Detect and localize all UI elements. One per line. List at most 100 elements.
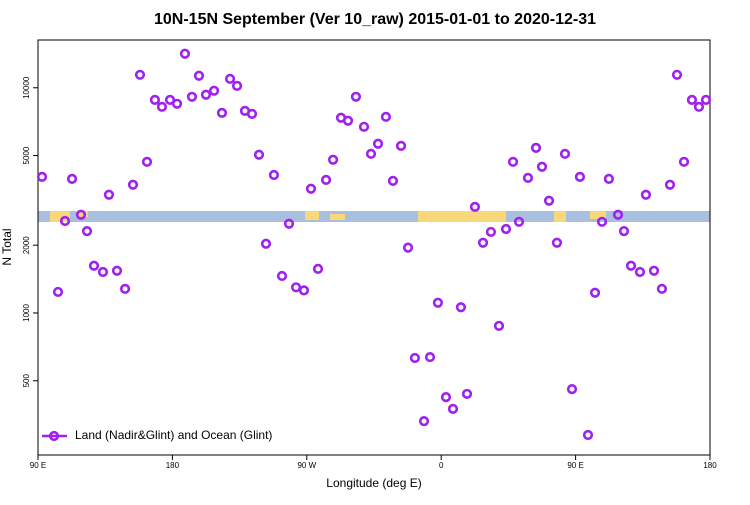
point bbox=[507, 156, 519, 167]
point bbox=[305, 183, 317, 194]
y-tick-label: 1000 bbox=[22, 304, 31, 322]
point bbox=[186, 91, 198, 102]
surface-strip bbox=[38, 211, 710, 222]
point bbox=[387, 175, 399, 186]
point bbox=[380, 111, 392, 122]
point bbox=[536, 161, 548, 172]
point bbox=[171, 98, 183, 109]
point bbox=[693, 101, 705, 112]
point bbox=[395, 140, 407, 151]
point bbox=[530, 142, 542, 153]
point bbox=[634, 266, 646, 278]
point bbox=[298, 285, 310, 296]
point bbox=[424, 351, 436, 363]
point bbox=[618, 225, 630, 237]
plot-frame bbox=[37, 39, 711, 456]
point bbox=[179, 48, 191, 59]
y-tick-label: 500 bbox=[22, 374, 31, 388]
x-axis-label: Longitude (deg E) bbox=[326, 476, 421, 490]
y-tick-label: 5000 bbox=[22, 146, 31, 164]
point bbox=[522, 172, 534, 183]
point bbox=[543, 195, 555, 206]
legend-marker bbox=[48, 430, 60, 442]
point bbox=[200, 89, 212, 100]
point bbox=[312, 263, 324, 274]
point bbox=[559, 148, 571, 159]
point bbox=[500, 223, 512, 235]
point bbox=[493, 320, 505, 332]
point bbox=[97, 266, 109, 278]
point bbox=[283, 218, 295, 229]
point bbox=[513, 216, 525, 227]
y-axis-label: N Total bbox=[0, 228, 14, 265]
point bbox=[372, 138, 384, 149]
point bbox=[216, 107, 228, 118]
x-tick-label: 90 E bbox=[567, 461, 583, 470]
x-tick-label: 180 bbox=[166, 461, 180, 470]
point bbox=[589, 287, 601, 298]
point bbox=[268, 169, 280, 181]
point bbox=[648, 265, 660, 276]
point bbox=[625, 260, 637, 271]
point bbox=[103, 189, 115, 200]
point bbox=[36, 171, 48, 183]
y-tick-label: 2000 bbox=[22, 236, 31, 254]
x-tick-label: 90 E bbox=[30, 461, 46, 470]
point bbox=[127, 179, 139, 190]
x-tick-label: 0 bbox=[439, 461, 444, 470]
point bbox=[686, 94, 698, 105]
chart-title: 10N-15N September (Ver 10_raw) 2015-01-0… bbox=[154, 11, 596, 28]
point bbox=[440, 392, 452, 403]
point bbox=[469, 201, 481, 212]
point bbox=[141, 156, 153, 167]
point bbox=[418, 415, 430, 427]
point bbox=[156, 101, 168, 112]
point bbox=[149, 94, 161, 105]
point bbox=[664, 179, 676, 190]
x-tick-label: 180 bbox=[703, 461, 717, 470]
point bbox=[603, 173, 615, 184]
point bbox=[671, 69, 683, 80]
point bbox=[350, 91, 362, 102]
point bbox=[640, 189, 652, 200]
point bbox=[290, 282, 302, 293]
point bbox=[582, 429, 594, 441]
point bbox=[208, 85, 220, 96]
point bbox=[320, 174, 332, 185]
point bbox=[358, 121, 370, 132]
point bbox=[574, 171, 586, 183]
point bbox=[276, 270, 288, 282]
point bbox=[231, 80, 243, 91]
point bbox=[246, 108, 258, 119]
point bbox=[59, 215, 71, 227]
point bbox=[656, 283, 668, 294]
point bbox=[119, 283, 131, 294]
point bbox=[485, 226, 497, 238]
point bbox=[365, 148, 377, 159]
point bbox=[134, 69, 146, 80]
point bbox=[596, 216, 608, 227]
point bbox=[455, 302, 467, 313]
point bbox=[193, 70, 205, 81]
point bbox=[402, 242, 414, 253]
point bbox=[612, 209, 624, 220]
point bbox=[477, 237, 489, 248]
point bbox=[75, 209, 87, 220]
point bbox=[678, 156, 690, 167]
point bbox=[88, 260, 100, 271]
point bbox=[260, 238, 272, 249]
point bbox=[700, 94, 712, 105]
y-tick-label: 10000 bbox=[22, 76, 31, 99]
point bbox=[111, 265, 123, 276]
point bbox=[224, 73, 236, 84]
point bbox=[566, 384, 578, 395]
legend-label: Land (Nadir&Glint) and Ocean (Glint) bbox=[75, 428, 272, 442]
point bbox=[551, 237, 563, 248]
point bbox=[432, 297, 444, 308]
point bbox=[52, 286, 64, 298]
point bbox=[66, 173, 78, 184]
x-tick-label: 90 W bbox=[297, 461, 316, 470]
point bbox=[253, 149, 265, 160]
point bbox=[342, 115, 354, 126]
